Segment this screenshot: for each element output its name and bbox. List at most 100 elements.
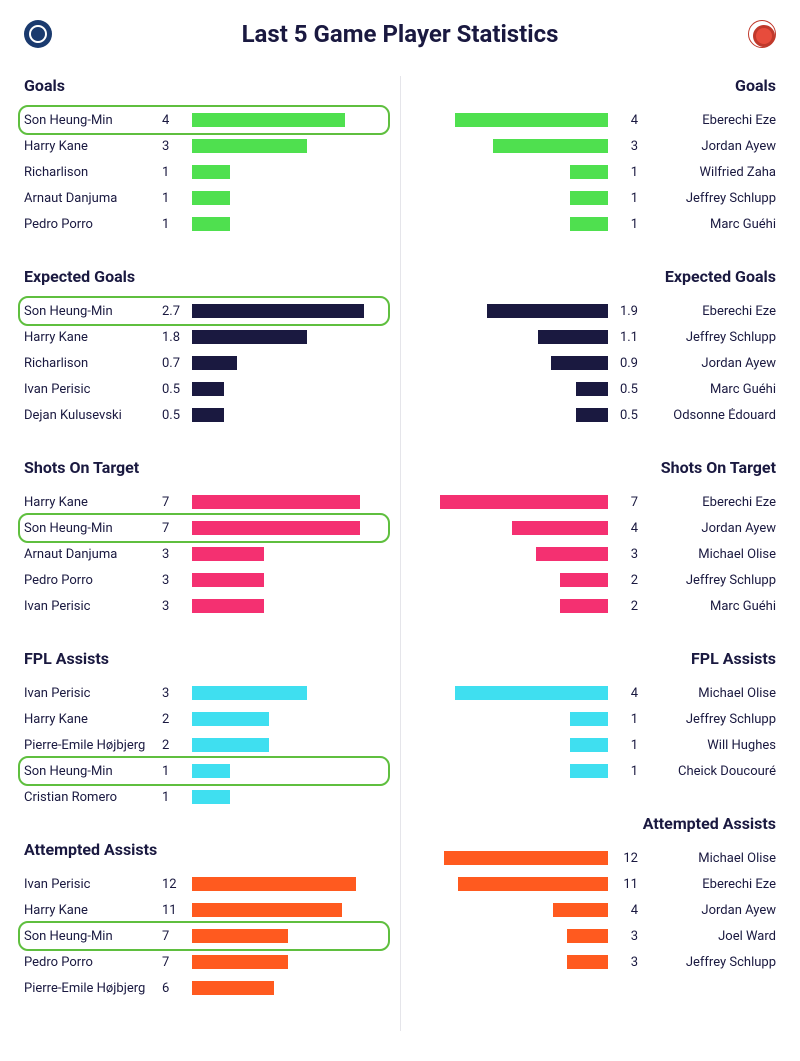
player-name: Will Hughes <box>638 738 776 753</box>
player-value: 0.9 <box>608 356 638 371</box>
section-title: Shots On Target <box>417 458 777 477</box>
bar-fill <box>560 573 608 587</box>
player-name: Harry Kane <box>24 330 162 345</box>
bar-fill <box>192 764 230 778</box>
bar-track <box>417 738 609 752</box>
player-name: Marc Guéhi <box>638 217 776 232</box>
bar-track <box>417 877 609 891</box>
bar-track <box>192 521 384 535</box>
bar-fill <box>192 495 360 509</box>
player-value: 1 <box>162 790 192 805</box>
player-value: 2 <box>608 599 638 614</box>
player-row: Richarlison0.7 <box>24 350 384 376</box>
stat-section: Shots On Target7Eberechi Eze4Jordan Ayew… <box>417 458 777 619</box>
player-value: 7 <box>162 929 192 944</box>
bar-fill <box>455 686 608 700</box>
bar-track <box>417 851 609 865</box>
bar-fill <box>192 955 288 969</box>
stat-section: Expected Goals1.9Eberechi Eze1.1Jeffrey … <box>417 267 777 428</box>
player-name: Harry Kane <box>24 903 162 918</box>
bar-fill <box>570 165 608 179</box>
player-name: Jordan Ayew <box>638 521 776 536</box>
player-name: Jordan Ayew <box>638 356 776 371</box>
player-value: 1.8 <box>162 330 192 345</box>
player-value: 0.5 <box>608 408 638 423</box>
player-value: 1.1 <box>608 330 638 345</box>
bar-track <box>417 495 609 509</box>
player-name: Son Heung-Min <box>24 304 162 319</box>
bar-fill <box>536 547 608 561</box>
bar-fill <box>553 903 608 917</box>
player-name: Arnaut Danjuma <box>24 547 162 562</box>
player-value: 3 <box>162 547 192 562</box>
player-value: 4 <box>608 903 638 918</box>
bar-fill <box>192 165 230 179</box>
player-row: Son Heung-Min7 <box>24 923 384 949</box>
player-row: Son Heung-Min2.7 <box>24 298 384 324</box>
player-value: 7 <box>162 955 192 970</box>
bar-fill <box>192 191 230 205</box>
bar-fill <box>576 408 608 422</box>
player-name: Marc Guéhi <box>638 382 776 397</box>
bar-track <box>192 712 384 726</box>
player-name: Eberechi Eze <box>638 113 776 128</box>
player-name: Pierre-Emile Højbjerg <box>24 981 162 996</box>
bar-track <box>192 929 384 943</box>
player-name: Eberechi Eze <box>638 877 776 892</box>
bar-fill <box>444 851 608 865</box>
player-name: Son Heung-Min <box>24 521 162 536</box>
bar-track <box>192 790 384 804</box>
player-row: 4Michael Olise <box>417 680 777 706</box>
bar-fill <box>570 217 608 231</box>
player-row: 11Eberechi Eze <box>417 871 777 897</box>
player-value: 4 <box>608 686 638 701</box>
bar-track <box>192 217 384 231</box>
bar-track <box>417 191 609 205</box>
bar-track <box>417 686 609 700</box>
bar-fill <box>567 929 608 943</box>
player-value: 11 <box>162 903 192 918</box>
bar-fill <box>487 304 608 318</box>
player-name: Richarlison <box>24 165 162 180</box>
player-value: 1 <box>162 217 192 232</box>
section-title: Expected Goals <box>417 267 777 286</box>
player-value: 3 <box>608 955 638 970</box>
player-row: Arnaut Danjuma1 <box>24 185 384 211</box>
player-row: 0.5Odsonne Édouard <box>417 402 777 428</box>
stat-section: Attempted AssistsIvan Perisic12Harry Kan… <box>24 840 384 1001</box>
player-row: Son Heung-Min1 <box>24 758 384 784</box>
bar-fill <box>192 738 269 752</box>
player-value: 1 <box>608 712 638 727</box>
player-value: 12 <box>162 877 192 892</box>
bar-fill <box>551 356 608 370</box>
bar-fill <box>192 981 274 995</box>
bar-track <box>417 764 609 778</box>
bar-track <box>417 139 609 153</box>
player-value: 1 <box>608 217 638 232</box>
player-name: Eberechi Eze <box>638 495 776 510</box>
bar-fill <box>192 382 224 396</box>
player-name: Arnaut Danjuma <box>24 191 162 206</box>
player-row: Harry Kane7 <box>24 489 384 515</box>
player-value: 3 <box>608 929 638 944</box>
player-value: 0.5 <box>162 382 192 397</box>
player-row: 1.1Jeffrey Schlupp <box>417 324 777 350</box>
bar-fill <box>192 599 264 613</box>
player-name: Michael Olise <box>638 686 776 701</box>
bar-fill <box>192 712 269 726</box>
bar-track <box>417 356 609 370</box>
player-value: 4 <box>162 113 192 128</box>
player-value: 3 <box>608 547 638 562</box>
player-row: 4Jordan Ayew <box>417 515 777 541</box>
bar-track <box>417 382 609 396</box>
bar-track <box>417 113 609 127</box>
player-value: 3 <box>162 573 192 588</box>
player-name: Harry Kane <box>24 495 162 510</box>
player-name: Son Heung-Min <box>24 113 162 128</box>
player-value: 6 <box>162 981 192 996</box>
player-value: 3 <box>162 139 192 154</box>
bar-track <box>192 903 384 917</box>
bar-track <box>417 712 609 726</box>
bar-track <box>192 330 384 344</box>
player-name: Pedro Porro <box>24 955 162 970</box>
